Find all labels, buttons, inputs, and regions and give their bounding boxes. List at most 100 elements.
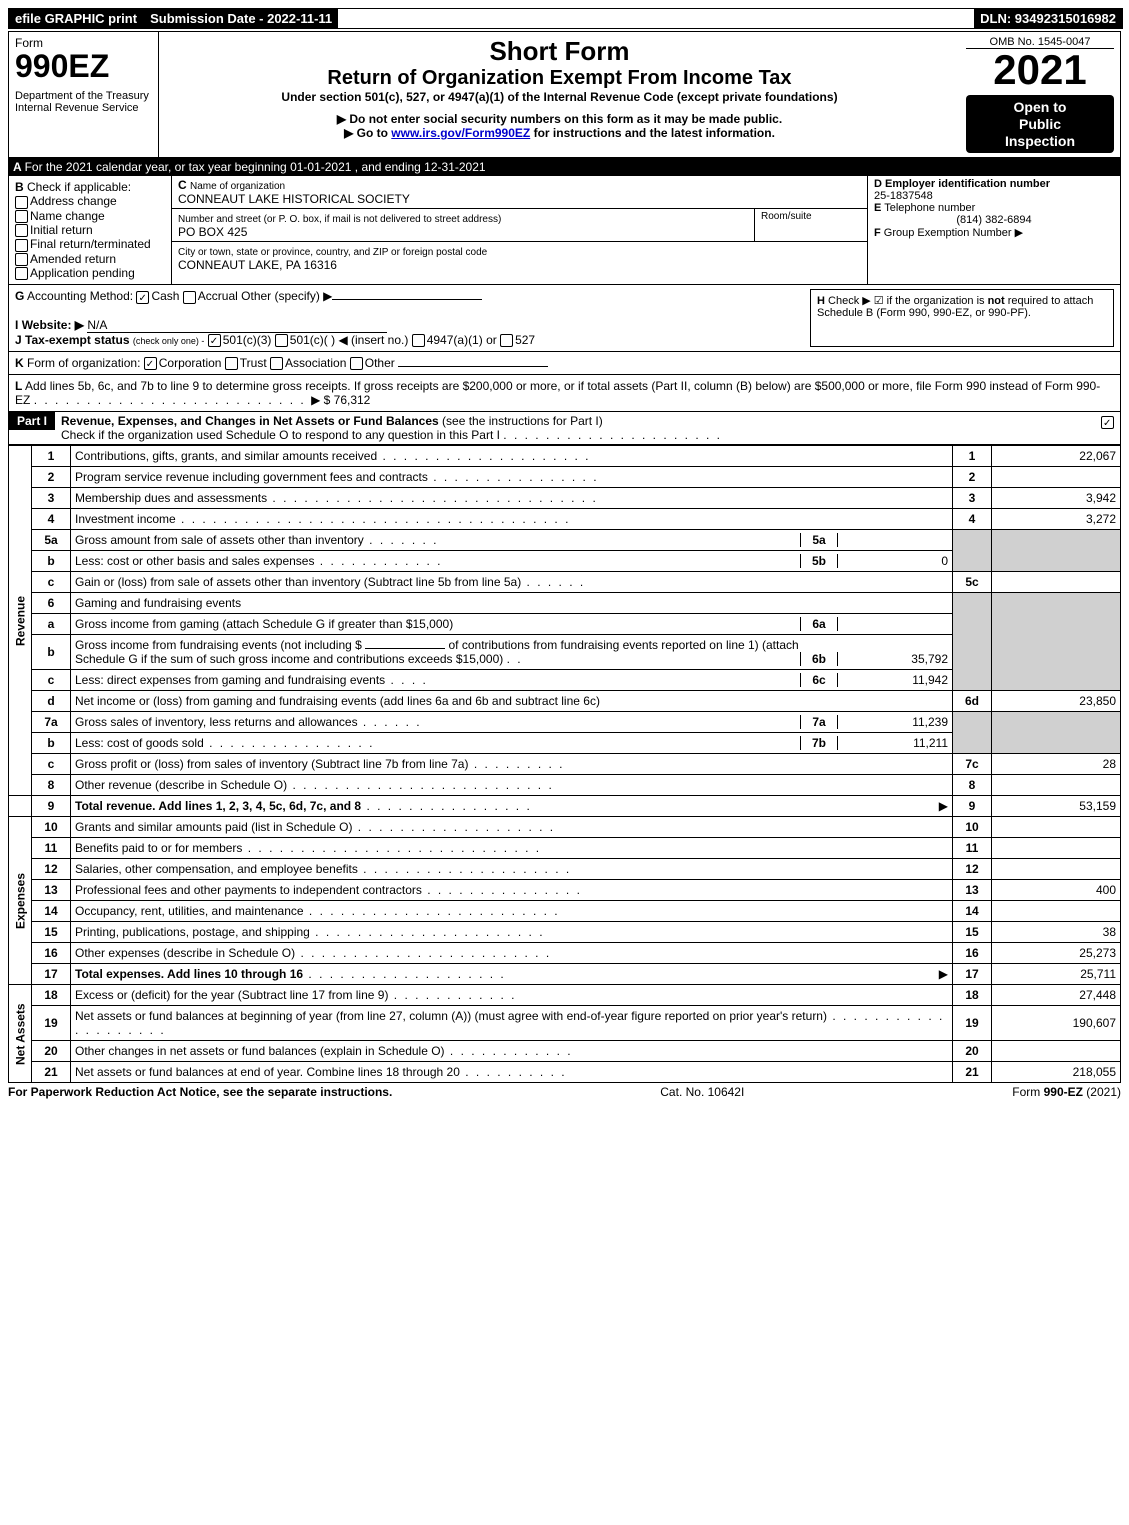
- line-17: 17 Total expenses. Add lines 10 through …: [9, 964, 1121, 985]
- efile-print: efile GRAPHIC print: [9, 9, 143, 28]
- check-address-change[interactable]: [15, 196, 28, 209]
- ssn-note: ▶ Do not enter social security numbers o…: [165, 112, 954, 126]
- check-501c[interactable]: [275, 334, 288, 347]
- line-19: 19 Net assets or fund balances at beginn…: [9, 1006, 1121, 1041]
- l17-arrow: ▶: [939, 967, 948, 981]
- check-initial[interactable]: [15, 224, 28, 237]
- l6c-mval: 11,942: [838, 673, 948, 687]
- f-arrow: ▶: [1015, 227, 1023, 239]
- part-i-check-text: Check if the organization used Schedule …: [61, 428, 500, 442]
- l-arrow: ▶: [311, 393, 320, 407]
- j-4947: 4947(a)(1) or: [427, 333, 497, 347]
- return-title: Return of Organization Exempt From Incom…: [165, 67, 954, 90]
- check-trust[interactable]: [225, 357, 238, 370]
- check-cash[interactable]: [136, 291, 149, 304]
- l7b-mval: 11,211: [838, 736, 948, 750]
- form-number: 990EZ: [15, 50, 152, 82]
- b-final: Final return/terminated: [30, 237, 151, 251]
- l6-text: Gaming and fundraising events: [71, 593, 953, 614]
- l8-val: [992, 775, 1121, 796]
- line-14: 14 Occupancy, rent, utilities, and maint…: [9, 901, 1121, 922]
- j-527: 527: [515, 333, 535, 347]
- check-501c3[interactable]: [208, 334, 221, 347]
- i-label: Website: ▶: [22, 318, 84, 332]
- l20-text: Other changes in net assets or fund bala…: [75, 1044, 445, 1058]
- ein: 25-1837548: [874, 190, 933, 202]
- l5a-text: Gross amount from sale of assets other t…: [75, 533, 364, 547]
- line-6d: d Net income or (loss) from gaming and f…: [9, 691, 1121, 712]
- top-bar-spacer: [338, 9, 974, 28]
- d-label: Employer identification number: [885, 178, 1050, 190]
- l17-text: Total expenses. Add lines 10 through 16: [75, 967, 303, 981]
- l15-val: 38: [992, 922, 1121, 943]
- part-i-title: Revenue, Expenses, and Changes in Net As…: [61, 414, 439, 428]
- j-sub: (check only one) -: [133, 336, 205, 346]
- org-city: CONNEAUT LAKE, PA 16316: [178, 258, 337, 272]
- k-label: Form of organization:: [27, 356, 140, 370]
- l6c-text: Less: direct expenses from gaming and fu…: [75, 673, 385, 687]
- l4-text: Investment income: [75, 512, 176, 526]
- irs-link[interactable]: www.irs.gov/Form990EZ: [391, 126, 530, 140]
- check-assoc[interactable]: [270, 357, 283, 370]
- row-k: K Form of organization: Corporation Trus…: [9, 351, 1120, 374]
- l7a-mbox: 7a: [800, 715, 838, 729]
- k-other: Other: [365, 356, 395, 370]
- l11-text: Benefits paid to or for members: [75, 841, 242, 855]
- l2-val: [992, 467, 1121, 488]
- line-9: 9 Total revenue. Add lines 1, 2, 3, 4, 5…: [9, 796, 1121, 817]
- check-pending[interactable]: [15, 267, 28, 280]
- l18-val: 27,448: [992, 985, 1121, 1006]
- row-l: L Add lines 5b, 6c, and 7b to line 9 to …: [9, 374, 1120, 411]
- line-21: 21 Net assets or fund balances at end of…: [9, 1062, 1121, 1083]
- check-amended[interactable]: [15, 253, 28, 266]
- l7b-text: Less: cost of goods sold: [75, 736, 204, 750]
- check-schedule-o[interactable]: [1101, 416, 1114, 429]
- netassets-label: Net Assets: [9, 985, 32, 1083]
- l14-val: [992, 901, 1121, 922]
- check-4947[interactable]: [412, 334, 425, 347]
- j-501c: 501(c)( ) ◀ (insert no.): [290, 333, 409, 347]
- l-value: $ 76,312: [324, 393, 371, 407]
- g-cash: Cash: [151, 289, 179, 303]
- line-5a: 5a Gross amount from sale of assets othe…: [9, 530, 1121, 551]
- l1-val: 22,067: [992, 446, 1121, 467]
- room-suite-label: Room/suite: [755, 209, 867, 241]
- l6d-text: Net income or (loss) from gaming and fun…: [71, 691, 953, 712]
- k-corp: Corporation: [159, 356, 222, 370]
- org-street: PO BOX 425: [178, 225, 247, 239]
- check-corp[interactable]: [144, 357, 157, 370]
- l6a-mbox: 6a: [800, 617, 838, 631]
- l6b-mval: 35,792: [838, 652, 948, 666]
- col-def: D Employer identification number 25-1837…: [868, 176, 1120, 284]
- h-text: Check ▶ ☑ if the organization is: [828, 295, 988, 307]
- g-accrual: Accrual: [198, 289, 238, 303]
- line-12: 12 Salaries, other compensation, and emp…: [9, 859, 1121, 880]
- l6b-blank[interactable]: [365, 648, 445, 649]
- l16-text: Other expenses (describe in Schedule O): [75, 946, 295, 960]
- l9-text: Total revenue. Add lines 1, 2, 3, 4, 5c,…: [75, 799, 361, 813]
- tax-year: 2021: [966, 49, 1114, 91]
- check-final[interactable]: [15, 239, 28, 252]
- check-accrual[interactable]: [183, 291, 196, 304]
- c-street-label: Number and street (or P. O. box, if mail…: [178, 214, 501, 225]
- grey-7ab: [953, 712, 992, 754]
- title-cell: Short Form Return of Organization Exempt…: [159, 32, 960, 157]
- check-527[interactable]: [500, 334, 513, 347]
- b-amended: Amended return: [30, 252, 116, 266]
- l7b-mbox: 7b: [800, 736, 838, 750]
- check-other[interactable]: [350, 357, 363, 370]
- k-other-line[interactable]: [398, 366, 548, 367]
- c-name-label: Name of organization: [190, 181, 285, 192]
- l1-text: Contributions, gifts, grants, and simila…: [75, 449, 377, 463]
- line-6: 6 Gaming and fundraising events: [9, 593, 1121, 614]
- l5c-val: [992, 572, 1121, 593]
- page-footer: For Paperwork Reduction Act Notice, see …: [8, 1083, 1121, 1101]
- b-addr: Address change: [30, 194, 117, 208]
- g-other-line[interactable]: [332, 299, 482, 300]
- line-8: 8 Other revenue (describe in Schedule O)…: [9, 775, 1121, 796]
- l12-text: Salaries, other compensation, and employ…: [75, 862, 358, 876]
- check-name-change[interactable]: [15, 210, 28, 223]
- line-11: 11 Benefits paid to or for members . . .…: [9, 838, 1121, 859]
- g-block: G Accounting Method: Cash Accrual Other …: [15, 289, 810, 347]
- l6b-text1: Gross income from fundraising events (no…: [75, 638, 362, 652]
